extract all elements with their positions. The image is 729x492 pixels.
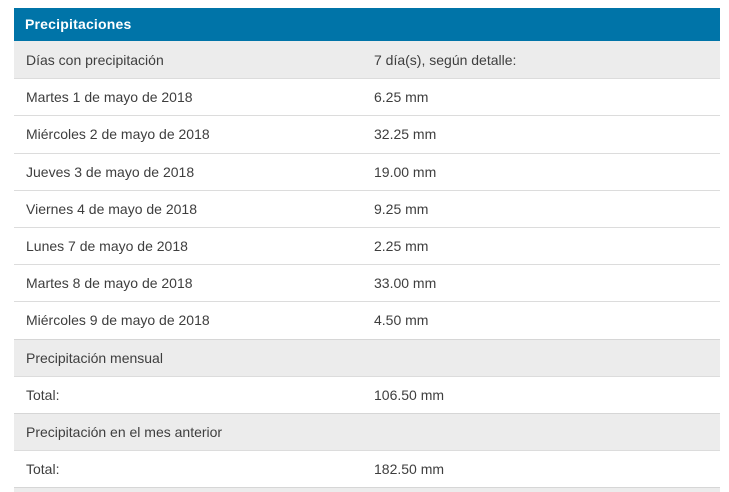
row-label: Precipitación en el mes anterior [26, 423, 223, 440]
table-row: Precipitación mensual [14, 338, 720, 376]
table-row: Precipitación en el mes anterior [14, 412, 720, 451]
table-row: Martes 1 de mayo de 2018 6.25 mm [14, 78, 720, 116]
row-label: Total: [26, 461, 60, 478]
precipitation-table-body: Días con precipitación 7 día(s), según d… [14, 41, 720, 492]
row-value: 4.50 mm [374, 312, 429, 329]
row-value: 32.25 mm [374, 126, 437, 143]
table-row: Miércoles 2 de mayo de 2018 32.25 mm [14, 115, 720, 153]
row-value: 19.00 mm [374, 163, 437, 180]
row-value: 7 día(s), según detalle: [374, 51, 517, 68]
table-row: Jueves 3 de mayo de 2018 19.00 mm [14, 152, 720, 190]
row-label: Precipitación mensual [26, 349, 163, 366]
row-label: Miércoles 2 de mayo de 2018 [26, 126, 210, 143]
row-value: 6.25 mm [374, 89, 429, 106]
row-label: Total: [26, 386, 60, 403]
row-label: Martes 1 de mayo de 2018 [26, 89, 193, 106]
table-row: Lunes 7 de mayo de 2018 2.25 mm [14, 226, 720, 265]
row-label: Miércoles 9 de mayo de 2018 [26, 312, 210, 329]
row-value: 106.50 mm [374, 386, 445, 403]
row-label: Jueves 3 de mayo de 2018 [26, 163, 195, 180]
row-label: Lunes 7 de mayo de 2018 [26, 238, 188, 255]
table-row: Viernes 4 de mayo de 2018 9.25 mm [14, 189, 720, 227]
row-value: 33.00 mm [374, 275, 437, 292]
table-row: Martes 8 de mayo de 2018 33.00 mm [14, 264, 720, 302]
row-label: Martes 8 de mayo de 2018 [26, 275, 193, 292]
row-value: 2.25 mm [374, 238, 429, 255]
table-row: Total: 182.50 mm [14, 450, 720, 488]
table-row: Total: 106.50 mm [14, 375, 720, 413]
row-value: 182.50 mm [374, 461, 445, 478]
table-row [14, 487, 720, 492]
row-label: Días con precipitación [26, 51, 164, 68]
row-label: Viernes 4 de mayo de 2018 [26, 200, 197, 217]
panel-title: Precipitaciones [14, 8, 720, 41]
table-row: Días con precipitación 7 día(s), según d… [14, 41, 720, 79]
table-row: Miércoles 9 de mayo de 2018 4.50 mm [14, 301, 720, 339]
precipitation-panel: Precipitaciones Días con precipitación 7… [14, 8, 720, 492]
row-value: 9.25 mm [374, 200, 429, 217]
